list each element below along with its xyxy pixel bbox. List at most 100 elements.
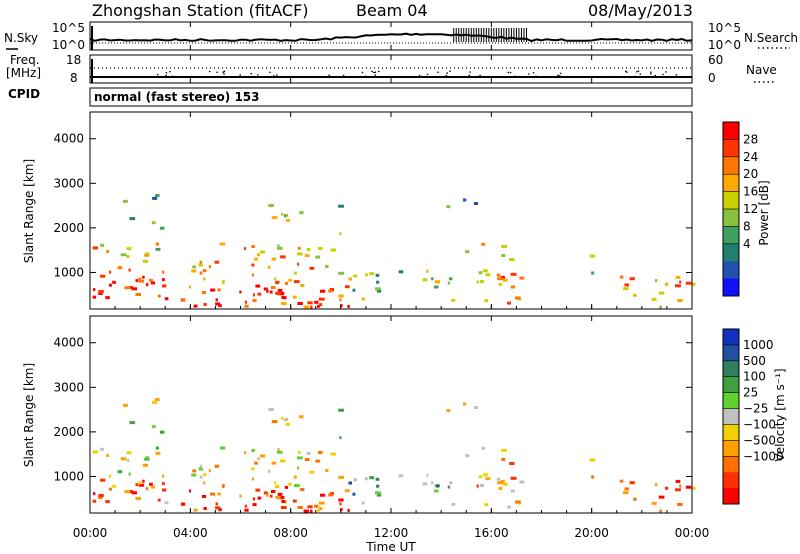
velocity-echo	[201, 495, 207, 498]
nave-dot	[165, 74, 167, 77]
nave-dot	[528, 73, 530, 75]
nave-dot	[418, 74, 421, 77]
nave-dot	[377, 70, 380, 73]
velocity-echo	[284, 417, 289, 421]
power-echo	[252, 273, 255, 277]
power-echo	[677, 299, 683, 302]
power-echo	[446, 205, 451, 209]
power-echo	[473, 202, 478, 205]
noise-panel-data	[89, 26, 693, 50]
velocity-echo	[431, 481, 434, 485]
velocity-echo	[339, 502, 342, 506]
velocity-echo	[128, 472, 131, 476]
nave-dot	[365, 75, 367, 78]
power-colorbar-label: Power [dB]	[757, 180, 771, 245]
power-echo	[288, 278, 292, 282]
velocity-echo	[218, 508, 222, 512]
velocity-echo	[181, 502, 185, 506]
velocity-echo	[215, 502, 218, 506]
velocity-echo	[93, 492, 96, 496]
colorbar-swatch	[723, 329, 739, 346]
power-echo	[260, 250, 266, 254]
noise-right-tick-bottom: 10^0	[708, 38, 741, 52]
colorbar-tick-label: 24	[743, 150, 758, 164]
velocity-echo	[398, 474, 404, 478]
noise-right-label: N.Search	[744, 31, 798, 45]
velocity-echo	[126, 459, 130, 462]
power-echo	[449, 277, 453, 281]
velocity-echo	[267, 469, 271, 473]
velocity-echo	[159, 430, 165, 434]
freq-panel-data	[90, 59, 692, 83]
nave-dot	[634, 75, 636, 78]
y-tick-label: 2000	[53, 221, 84, 235]
velocity-echo	[252, 477, 255, 481]
power-echo	[398, 270, 404, 274]
power-echo	[303, 305, 309, 309]
power-echo	[199, 260, 203, 264]
power-echo	[120, 253, 127, 257]
velocity-echo	[131, 491, 137, 495]
power-echo	[328, 289, 333, 293]
power-echo	[109, 270, 112, 274]
date-label: 08/May/2013	[588, 1, 693, 20]
power-echo	[217, 288, 221, 292]
power-echo	[299, 211, 304, 215]
colorbar-tick-label: −1000	[743, 449, 784, 463]
velocity-echo	[189, 489, 192, 493]
velocity-echo	[192, 469, 196, 473]
power-echo	[199, 271, 203, 275]
velocity-echo	[256, 457, 261, 461]
power-echo	[509, 258, 515, 261]
velocity-echo	[217, 492, 221, 496]
nave-dot	[509, 71, 512, 74]
velocity-echo	[126, 451, 132, 455]
velocity-echo	[162, 488, 167, 492]
power-echo	[267, 265, 271, 269]
velocity-echo	[325, 469, 329, 472]
velocity-colorbar-label: Velocity [m s⁻¹]	[773, 368, 787, 461]
power-echo	[633, 293, 637, 297]
power-echo	[277, 292, 284, 296]
colorbar-swatch	[723, 261, 739, 280]
velocity-echo	[151, 425, 156, 429]
power-echo	[281, 212, 284, 216]
velocity-echo	[98, 495, 103, 499]
velocity-echo	[483, 473, 488, 477]
nave-dot	[611, 75, 613, 78]
colorbar-frame	[722, 328, 740, 505]
freq-right-tick-bottom: 0	[708, 71, 716, 85]
colorbar-tick-label: 500	[743, 354, 766, 368]
power-echo	[117, 266, 123, 270]
velocity-echo	[330, 452, 337, 456]
power-echo	[151, 221, 156, 225]
velocity-echo	[304, 458, 310, 461]
power-echo	[142, 275, 145, 279]
power-echo	[219, 242, 226, 246]
nave-dot	[557, 74, 559, 77]
velocity-echo	[507, 505, 511, 509]
velocity-echo	[257, 496, 262, 500]
velocity-echo	[157, 498, 161, 502]
velocity-echo	[154, 398, 160, 402]
power-echo	[589, 254, 596, 258]
velocity-echo	[142, 463, 148, 467]
power-echo	[122, 199, 128, 203]
power-echo	[376, 289, 382, 293]
power-echo	[306, 248, 311, 251]
velocity-echo	[679, 484, 682, 488]
power-echo	[263, 287, 268, 291]
power-panel-frame	[89, 111, 693, 310]
velocity-echo	[501, 448, 508, 452]
power-echo	[218, 304, 222, 308]
power-echo	[297, 246, 301, 250]
power-echo	[285, 218, 290, 222]
velocity-echo	[481, 446, 486, 450]
velocity-echo	[651, 501, 657, 505]
power-echo	[128, 268, 131, 272]
velocity-echo	[268, 408, 274, 411]
power-echo	[463, 198, 467, 202]
power-echo	[480, 280, 484, 283]
velocity-echo	[480, 484, 484, 487]
power-echo	[629, 277, 635, 281]
